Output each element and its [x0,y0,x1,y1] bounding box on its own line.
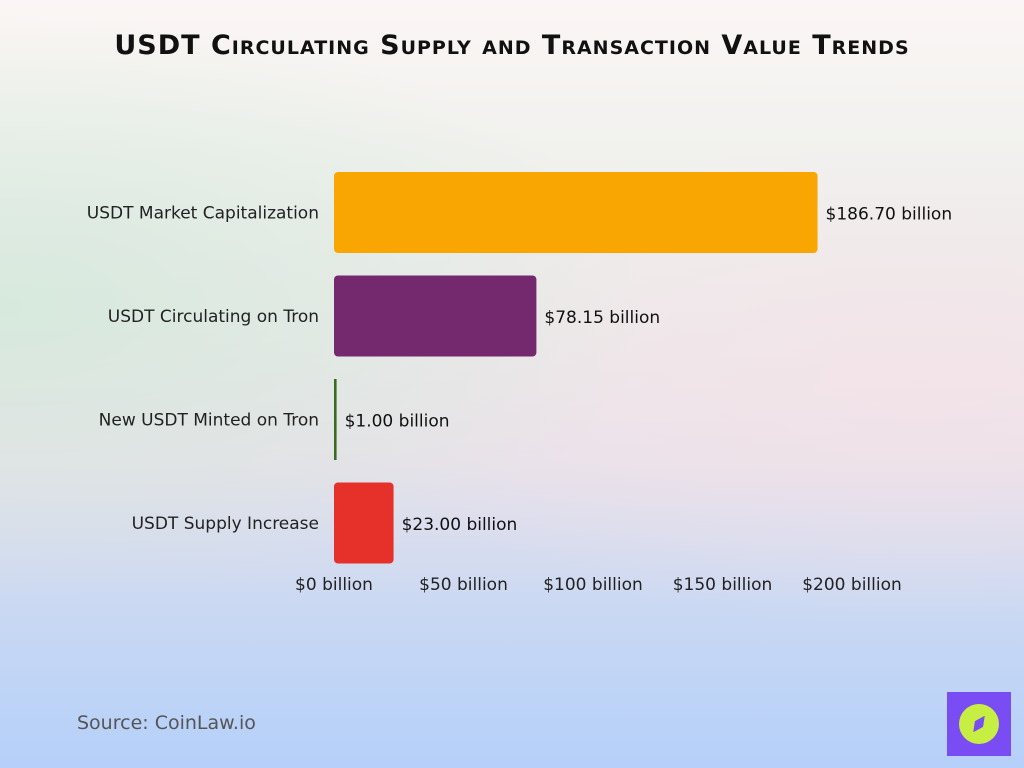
data-label: $186.70 billion [826,205,953,225]
chart-title: USDT Circulating Supply and Transaction … [114,30,910,61]
category-label: USDT Market Capitalization [87,204,319,224]
source-note: Source: CoinLaw.io [77,712,256,734]
data-label: $1.00 billion [345,412,450,432]
x-tick-label: $200 billion [802,575,902,595]
bar [334,275,537,357]
x-tick-label: $0 billion [295,575,373,595]
category-label: USDT Circulating on Tron [108,307,319,327]
compass-icon [959,704,999,744]
bar [334,482,394,564]
x-tick-label: $50 billion [419,575,508,595]
x-tick-label: $100 billion [543,575,643,595]
data-label: $23.00 billion [402,515,518,535]
data-label: $78.15 billion [544,308,660,328]
category-label: USDT Supply Increase [132,514,319,534]
category-label: New USDT Minted on Tron [99,411,319,431]
bar [334,172,818,253]
x-tick-label: $150 billion [673,575,773,595]
bar [334,379,337,460]
logo [947,692,1011,756]
